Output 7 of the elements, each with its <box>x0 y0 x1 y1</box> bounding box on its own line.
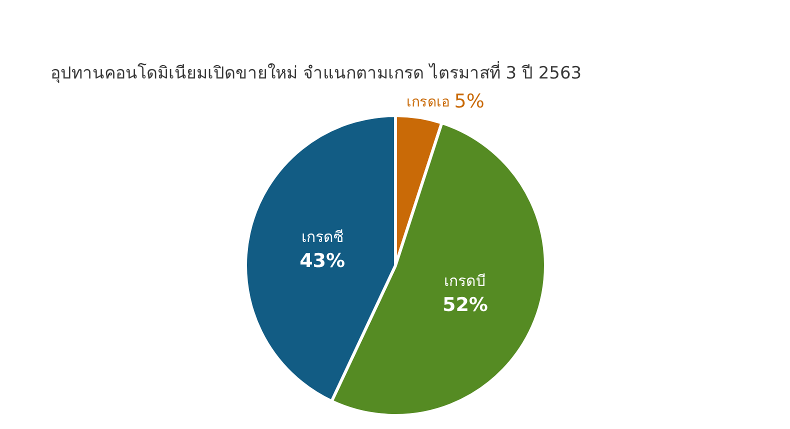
data-label: 5% <box>454 90 484 113</box>
data-label: 52% <box>442 294 488 316</box>
data-label: 43% <box>300 250 346 272</box>
chart-title: อุปทานคอนโดมิเนียมเปิดขายใหม่ จำแนกตามเกรด ไตรมาสที่ 3 ปี 2563 <box>50 60 582 84</box>
slice-label: เกรดซี <box>301 228 344 246</box>
slice-label: เกรดเอ <box>406 94 450 111</box>
slice-label: เกรดบี <box>444 272 486 290</box>
